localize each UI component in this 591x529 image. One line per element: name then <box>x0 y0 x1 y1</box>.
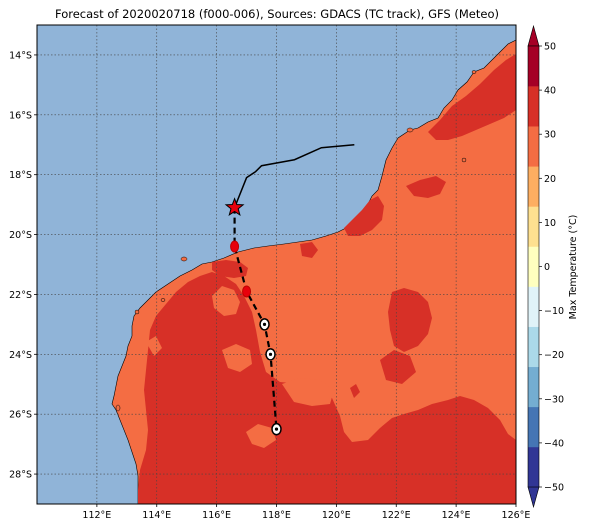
forecast-point <box>242 285 252 298</box>
latitude-ticks: 14°S 16°S 18°S 20°S 22°S 24°S 26°S 28°S <box>9 50 37 481</box>
colorbar: 50 40 30 20 10 0 −10 −20 −30 −40 −50 <box>527 24 564 509</box>
lon-tick-label: 118°E <box>262 510 291 521</box>
colorbar-segment <box>528 366 539 408</box>
land-warm-patch <box>212 286 240 316</box>
land-hot-region <box>138 272 516 504</box>
current-position-marker <box>224 197 245 217</box>
current-position-star <box>224 197 245 217</box>
colorbar-segment <box>528 126 539 167</box>
forecast-point-center <box>274 427 279 431</box>
land-hot-patch <box>428 54 516 140</box>
lon-tick-label: 124°E <box>442 510 471 521</box>
map-title: Forecast of 2020020718 (f000-006), Sourc… <box>55 7 499 21</box>
colorbar-extend-top <box>527 24 540 47</box>
colorbar-tick-label: −10 <box>544 306 564 317</box>
colorbar-segment <box>528 446 539 488</box>
lat-tick-label: 18°S <box>9 170 32 181</box>
colorbar-tick-label: 50 <box>544 42 556 53</box>
land-hot-patch <box>350 384 360 398</box>
colorbar-segment <box>528 286 539 327</box>
colorbar-segment <box>528 206 539 247</box>
island <box>471 70 477 74</box>
land-hot-patch <box>488 474 504 492</box>
lon-tick-label: 116°E <box>202 510 231 521</box>
colorbar-tick-label: −40 <box>544 438 564 449</box>
colorbar-segment <box>528 46 539 87</box>
track-past-line <box>233 144 355 208</box>
lon-tick-label: 112°E <box>82 510 111 521</box>
colorbar-extend-bottom <box>527 486 540 509</box>
forecast-point-center <box>262 322 267 326</box>
land-warm-patch <box>246 424 276 448</box>
lat-tick-label: 20°S <box>9 230 32 241</box>
colorbar-segment <box>528 406 539 448</box>
lat-tick-label: 22°S <box>9 290 32 301</box>
lat-tick-label: 14°S <box>9 50 32 61</box>
lon-tick-label: 114°E <box>142 510 171 521</box>
land-hot-patch <box>212 260 248 278</box>
island <box>406 127 414 133</box>
colorbar-segment <box>528 246 539 287</box>
colorbar-tick-label: −50 <box>544 483 564 494</box>
colorbar-segment <box>528 166 539 207</box>
colorbar-tick-label: −20 <box>544 350 564 361</box>
colorbar-segment <box>528 86 539 127</box>
island <box>134 309 140 315</box>
island <box>461 157 467 163</box>
forecast-point <box>230 240 240 253</box>
colorbar-tick-label: 10 <box>544 218 556 229</box>
lat-tick-label: 16°S <box>9 110 32 121</box>
map-area <box>37 25 516 504</box>
land-hot-patch <box>300 242 318 258</box>
colorbar-tick-label: 0 <box>544 262 550 273</box>
longitude-ticks: 112°E 114°E 116°E 118°E 120°E 122°E 124°E 126°E <box>82 504 530 521</box>
lat-tick-label: 28°S <box>9 470 32 481</box>
colorbar-segment <box>528 326 539 368</box>
island <box>115 404 121 412</box>
lat-tick-label: 24°S <box>9 350 32 361</box>
land-hot-patch <box>380 350 416 384</box>
lon-tick-label: 126°E <box>502 510 531 521</box>
colorbar-tick-label: 30 <box>544 130 556 141</box>
forecast-point-center <box>268 352 273 356</box>
island <box>160 298 166 302</box>
colorbar-tick-label: −30 <box>544 394 564 405</box>
colorbar-label: Max Temperature (°C) <box>568 215 579 320</box>
colorbar-tick-label: 40 <box>544 86 556 97</box>
land-warm-patch <box>282 378 334 406</box>
land-hot-patch <box>406 176 446 198</box>
lon-tick-label: 122°E <box>382 510 411 521</box>
lon-tick-label: 120°E <box>322 510 351 521</box>
land-hot-patch <box>344 196 384 236</box>
land-warm-patch <box>146 336 162 356</box>
land-hot-patch <box>388 288 432 352</box>
land-warm-patch <box>222 344 252 372</box>
lat-tick-label: 26°S <box>9 410 32 421</box>
track-forecast-line <box>233 207 278 430</box>
island <box>180 256 188 262</box>
forecast-points <box>230 240 282 436</box>
colorbar-tick-label: 20 <box>544 174 556 185</box>
